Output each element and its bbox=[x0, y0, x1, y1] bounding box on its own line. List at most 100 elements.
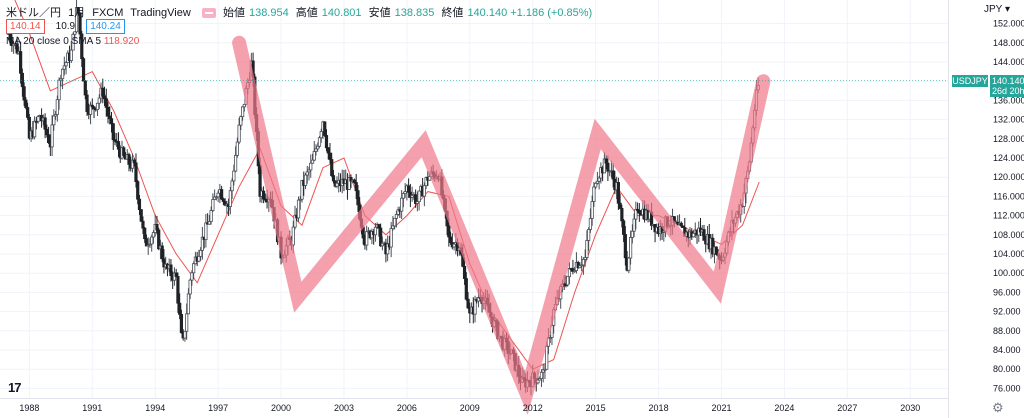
candle-body bbox=[69, 49, 73, 61]
candle-body bbox=[391, 225, 395, 230]
candle-body bbox=[43, 117, 47, 130]
candle-body bbox=[414, 194, 418, 204]
candle-body bbox=[174, 272, 178, 277]
candle-body bbox=[200, 236, 204, 251]
candle-body bbox=[606, 162, 610, 172]
candle-body bbox=[27, 117, 31, 139]
candle-body bbox=[580, 264, 584, 267]
candle-body bbox=[349, 177, 353, 182]
x-tick-label: 2006 bbox=[397, 403, 417, 413]
candle-body bbox=[53, 114, 58, 117]
candle-body bbox=[10, 39, 14, 47]
candle-body bbox=[394, 214, 398, 219]
x-tick-label: 1997 bbox=[208, 403, 228, 413]
candle-body bbox=[101, 87, 105, 97]
candle-body bbox=[134, 162, 138, 182]
x-tick-label: 2021 bbox=[711, 403, 731, 413]
y-tick-label: 120.000 bbox=[993, 172, 1024, 182]
candle-body bbox=[78, 12, 82, 35]
open-label: 始値 bbox=[222, 7, 245, 19]
candle-body bbox=[400, 197, 404, 212]
y-tick-label: 76.000 bbox=[993, 383, 1021, 393]
spread-value: 10.9 bbox=[55, 21, 76, 32]
candle-body bbox=[473, 299, 477, 315]
candle-body bbox=[148, 243, 152, 246]
candle-body bbox=[354, 182, 358, 192]
candle-body bbox=[317, 137, 322, 147]
candle-body bbox=[588, 218, 593, 230]
candle-body bbox=[466, 298, 470, 309]
y-tick-label: 84.000 bbox=[993, 345, 1021, 355]
source-label: TradingView bbox=[130, 7, 191, 19]
candle-body bbox=[618, 202, 622, 209]
candle-body bbox=[214, 196, 218, 199]
currency-selector[interactable]: JPY ▾ bbox=[984, 4, 1010, 15]
candle-body bbox=[452, 243, 456, 248]
collapse-icon[interactable] bbox=[201, 8, 216, 19]
candle-body bbox=[679, 222, 683, 227]
candle-body bbox=[71, 33, 75, 51]
interval-label[interactable]: 1月 bbox=[68, 7, 86, 19]
candle-body bbox=[622, 220, 626, 235]
gear-icon[interactable]: ⚙ bbox=[992, 400, 1004, 415]
indicator-legend[interactable]: MA 20 close 0 SMA 5 118.920 bbox=[6, 36, 139, 47]
buy-button[interactable]: 140.24 bbox=[86, 19, 125, 34]
candle-body bbox=[76, 7, 80, 14]
trade-row: 140.14 10.9 140.24 bbox=[6, 19, 125, 34]
candle-body bbox=[629, 237, 633, 259]
candle-body bbox=[379, 227, 383, 247]
candle-body bbox=[422, 185, 426, 197]
candle-body bbox=[464, 278, 468, 300]
candle-body bbox=[162, 258, 166, 268]
candle-body bbox=[583, 257, 587, 260]
x-tick-label: 2018 bbox=[649, 403, 669, 413]
candle-body bbox=[230, 180, 234, 192]
candle-body bbox=[592, 186, 596, 202]
candle-body bbox=[151, 232, 156, 238]
y-tick-label: 112.000 bbox=[993, 211, 1024, 221]
candle-body bbox=[291, 226, 295, 246]
sell-button[interactable]: 140.14 bbox=[6, 19, 45, 34]
candle-body bbox=[55, 99, 59, 115]
candle-body bbox=[330, 159, 334, 176]
candle-body bbox=[83, 80, 87, 96]
candle-body bbox=[139, 209, 143, 222]
candle-body bbox=[74, 7, 79, 33]
candle-body bbox=[627, 257, 631, 271]
candle-body bbox=[602, 158, 606, 174]
candle-body bbox=[356, 190, 360, 206]
candle-body bbox=[305, 171, 309, 176]
candle-body bbox=[188, 279, 192, 295]
candle-body bbox=[141, 220, 145, 229]
time-axis: 1988 1991 1994 1997 2000 2003 2006 2009 2012 2015… bbox=[19, 403, 920, 413]
ma-line bbox=[14, 0, 760, 370]
candle-body bbox=[476, 297, 481, 302]
indicator-label: MA 20 close 0 SMA 5 bbox=[6, 36, 102, 47]
candle-body bbox=[623, 234, 627, 259]
candle-body bbox=[111, 123, 115, 141]
candle-body bbox=[207, 221, 211, 225]
candle-body bbox=[26, 107, 30, 118]
candle-body bbox=[300, 179, 304, 200]
y-tick-label: 88.000 bbox=[993, 326, 1021, 336]
candle-body bbox=[220, 189, 224, 200]
y-tick-label: 148.000 bbox=[993, 38, 1024, 48]
broker-label: FXCM bbox=[92, 7, 124, 19]
candle-body bbox=[424, 177, 428, 187]
candle-body bbox=[132, 159, 136, 164]
candle-body bbox=[634, 208, 638, 220]
candle-body bbox=[92, 106, 96, 110]
currency-label: JPY bbox=[984, 4, 1003, 15]
x-tick-label: 2027 bbox=[837, 403, 857, 413]
x-tick-label: 2009 bbox=[460, 403, 480, 413]
candle-body bbox=[324, 135, 329, 149]
candle-body bbox=[393, 217, 397, 227]
candle-body bbox=[616, 182, 620, 204]
candle-body bbox=[73, 31, 77, 35]
close-label: 終値 bbox=[441, 7, 464, 19]
tradingview-logo-icon[interactable]: 17 bbox=[8, 380, 22, 395]
candle-body bbox=[702, 229, 706, 241]
symbol-name[interactable]: 米ドル／円 bbox=[6, 7, 61, 19]
candle-body bbox=[604, 158, 608, 164]
